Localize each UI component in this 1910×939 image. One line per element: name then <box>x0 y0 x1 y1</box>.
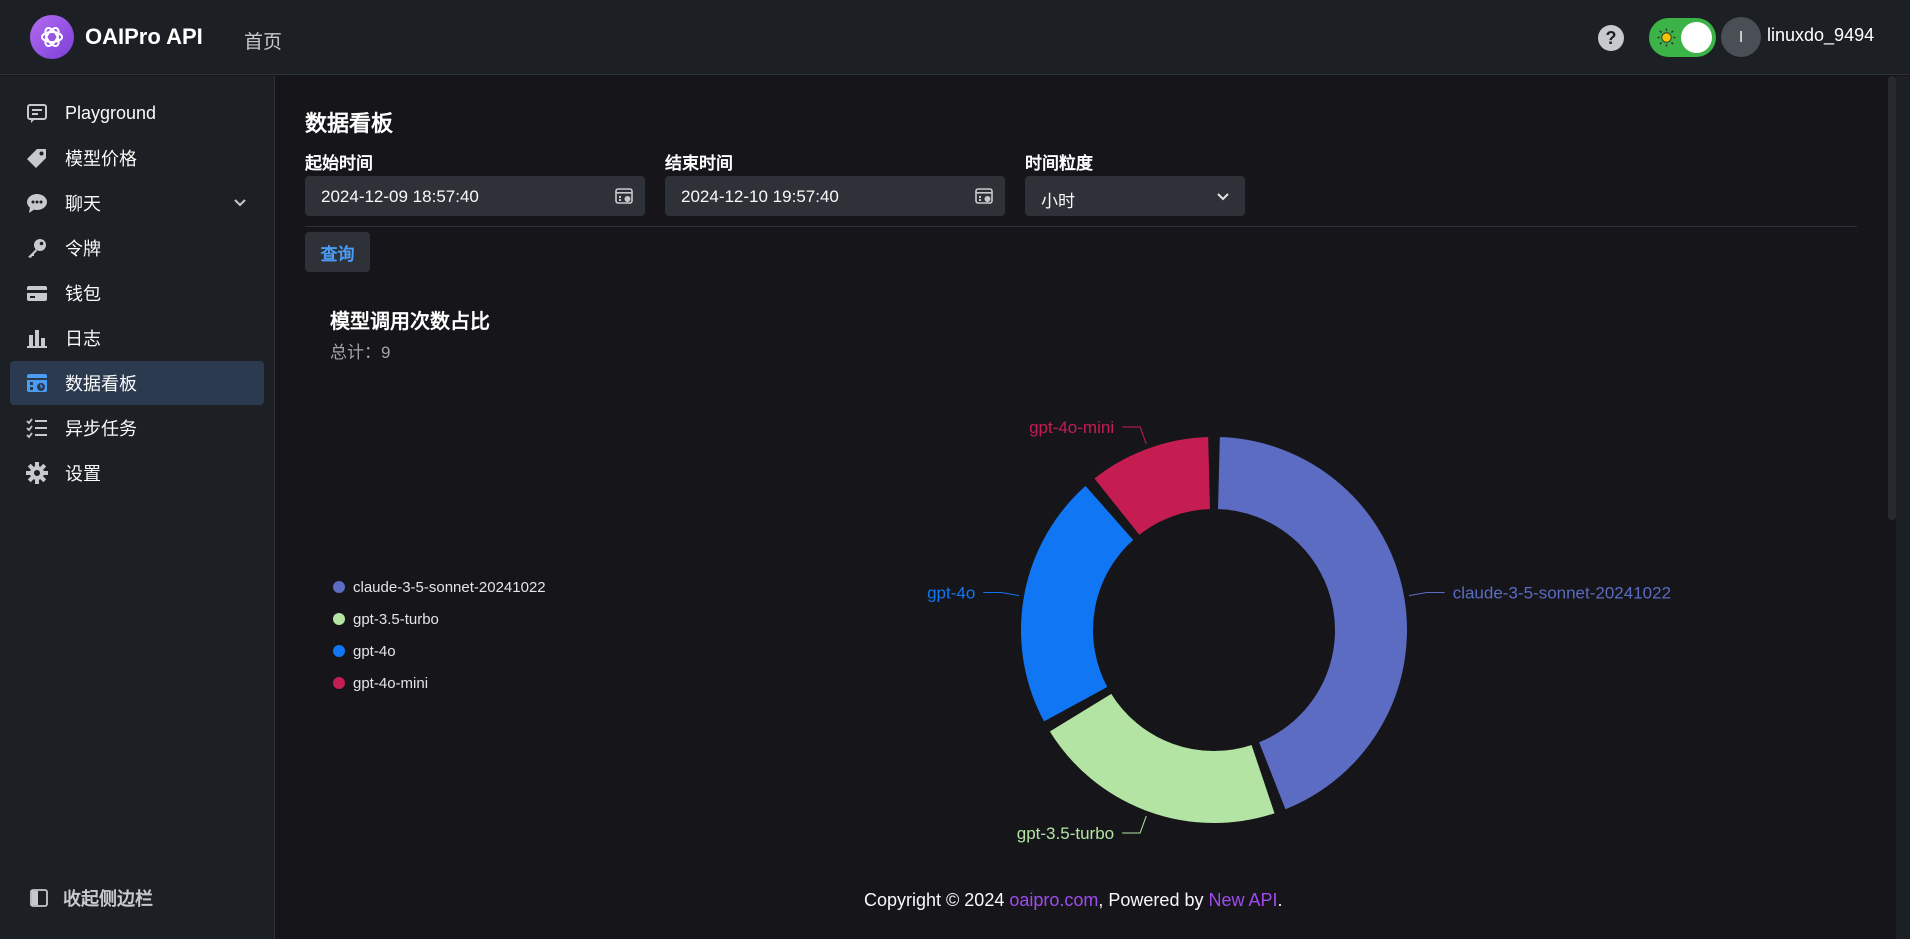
chat-bubble-icon <box>26 192 48 214</box>
sidebar-item-label: Playground <box>65 102 157 123</box>
sidebar-item-settings[interactable]: 设置 <box>10 451 264 495</box>
donut-slice[interactable] <box>1092 435 1212 538</box>
legend-item[interactable]: claude-3-5-sonnet-20241022 <box>333 571 546 603</box>
sidebar-item-wallet[interactable]: 钱包 <box>10 271 264 315</box>
slice-label: claude-3-5-sonnet-20241022 <box>1453 583 1671 602</box>
sidebar-item-async-task[interactable]: 异步任务 <box>10 406 264 450</box>
sidebar-item-label: 钱包 <box>65 284 101 304</box>
footer-link-oaipro[interactable]: oaipro.com <box>1009 890 1099 910</box>
app-title[interactable]: OAIPro API <box>85 24 203 49</box>
start-time-value: 2024-12-09 18:57:40 <box>321 187 479 206</box>
sidebar-item-log[interactable]: 日志 <box>10 316 264 360</box>
divider <box>305 226 1857 227</box>
scrollbar-thumb[interactable] <box>1888 76 1896 520</box>
end-time-label: 结束时间 <box>665 154 733 173</box>
chevron-down-icon[interactable] <box>232 194 248 210</box>
legend-label: gpt-4o-mini <box>353 674 429 692</box>
donut-slice[interactable] <box>1019 483 1136 724</box>
calendar-icon[interactable] <box>615 187 633 205</box>
sidebar: Playground 模型价格 聊天 令牌 钱包 日志 数据看板 <box>0 76 275 939</box>
legend-item[interactable]: gpt-4o <box>333 635 546 667</box>
sidebar-toggle-icon <box>30 889 48 907</box>
sidebar-item-playground[interactable]: Playground <box>10 91 264 135</box>
task-list-icon <box>26 417 48 439</box>
legend-swatch <box>333 613 345 625</box>
footer: Copyright © 2024 oaipro.com, Powered by … <box>864 890 1283 911</box>
page-title: 数据看板 <box>305 111 394 136</box>
donut-chart: claude-3-5-sonnet-20241022 gpt-3.5-turbo g… <box>927 418 1671 843</box>
slice-label: gpt-4o <box>927 583 975 602</box>
legend-item[interactable]: gpt-4o-mini <box>333 667 546 699</box>
footer-suffix: . <box>1277 890 1283 910</box>
sidebar-item-label: 模型价格 <box>65 149 137 169</box>
label-leader-line <box>1408 591 1445 597</box>
granularity-value: 小时 <box>1041 192 1075 211</box>
wallet-icon <box>26 282 48 304</box>
sidebar-item-label: 设置 <box>65 464 101 484</box>
footer-prefix: Copyright © 2024 <box>864 890 1010 910</box>
donut-slice[interactable] <box>1216 435 1409 812</box>
theme-toggle[interactable] <box>1649 18 1716 57</box>
openai-logo-icon[interactable] <box>30 15 74 59</box>
scrollbar-track[interactable] <box>1896 76 1910 939</box>
sidebar-item-label: 聊天 <box>65 194 101 214</box>
nav-home-link[interactable]: 首页 <box>244 32 283 53</box>
chat-icon <box>26 102 48 124</box>
start-time-label: 起始时间 <box>305 154 373 173</box>
donut-slice[interactable] <box>1047 691 1277 825</box>
sidebar-item-label: 数据看板 <box>65 374 137 394</box>
chart-legend: claude-3-5-sonnet-20241022 gpt-3.5-turbo g… <box>333 571 546 699</box>
legend-swatch <box>333 677 345 689</box>
sidebar-item-label: 日志 <box>65 329 101 349</box>
sidebar-item-token[interactable]: 令牌 <box>10 226 264 270</box>
toggle-knob <box>1681 22 1712 53</box>
sun-icon <box>1657 28 1676 47</box>
legend-label: claude-3-5-sonnet-20241022 <box>353 578 546 596</box>
end-time-value: 2024-12-10 19:57:40 <box>681 187 839 206</box>
legend-swatch <box>333 581 345 593</box>
legend-label: gpt-3.5-turbo <box>353 610 439 628</box>
footer-link-newapi[interactable]: New API <box>1208 890 1278 910</box>
collapse-sidebar-label: 收起侧边栏 <box>63 889 153 909</box>
start-time-field[interactable]: 2024-12-09 18:57:40 <box>305 176 645 216</box>
calendar-icon[interactable] <box>975 187 993 205</box>
sidebar-item-chat[interactable]: 聊天 <box>10 181 264 225</box>
sidebar-item-model-price[interactable]: 模型价格 <box>10 136 264 180</box>
key-icon <box>26 237 48 259</box>
end-time-field[interactable]: 2024-12-10 19:57:40 <box>665 176 1005 216</box>
legend-item[interactable]: gpt-3.5-turbo <box>333 603 546 635</box>
gear-icon <box>26 462 48 484</box>
slice-label: gpt-4o-mini <box>1029 418 1114 437</box>
help-icon[interactable]: ? <box>1598 25 1624 51</box>
label-leader-line <box>1122 426 1147 445</box>
footer-middle: , Powered by <box>1098 890 1209 910</box>
chart-title: 模型调用次数占比 <box>330 311 490 333</box>
sidebar-item-label: 令牌 <box>65 239 101 259</box>
query-button[interactable]: 查询 <box>305 232 370 272</box>
dashboard-icon <box>26 372 48 394</box>
chart-subtitle: 总计：9 <box>330 343 391 362</box>
legend-swatch <box>333 645 345 657</box>
collapse-sidebar-button[interactable]: 收起侧边栏 <box>30 885 153 911</box>
bar-chart-icon <box>26 327 48 349</box>
sidebar-item-label: 异步任务 <box>65 419 137 439</box>
legend-label: gpt-4o <box>353 642 396 660</box>
avatar[interactable]: l <box>1721 17 1761 57</box>
username-label[interactable]: linuxdo_9494 <box>1767 25 1875 45</box>
label-leader-line <box>1122 815 1147 834</box>
top-header: OAIPro API 首页 ? l linuxdo_9494 <box>0 0 1910 75</box>
slice-label: gpt-3.5-turbo <box>1017 824 1114 843</box>
sidebar-item-dashboard[interactable]: 数据看板 <box>10 361 264 405</box>
chevron-down-icon <box>1217 193 1229 201</box>
tag-icon <box>26 147 48 169</box>
label-leader-line <box>983 591 1020 597</box>
granularity-select[interactable]: 小时 <box>1025 176 1245 216</box>
granularity-label: 时间粒度 <box>1025 154 1093 173</box>
